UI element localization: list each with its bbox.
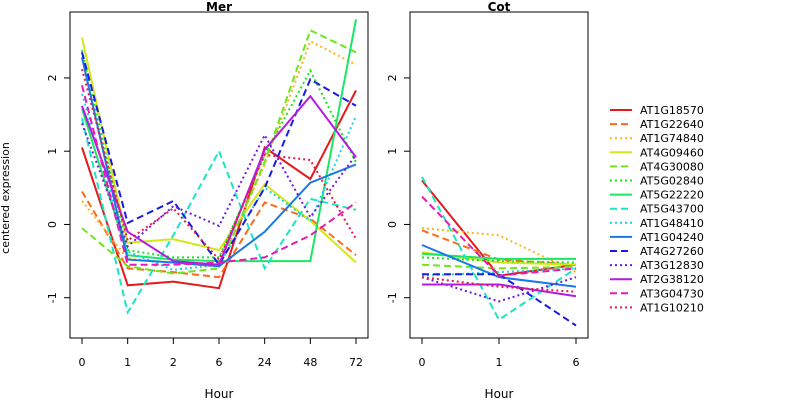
legend-item: AT1G18570 (610, 104, 704, 117)
legend-item: AT5G02840 (610, 175, 704, 188)
legend-label: AT5G43700 (640, 203, 704, 216)
series-line-at5g43700 (421, 176, 577, 322)
legend-item: AT4G27260 (610, 245, 704, 258)
x-tick-label: 2 (170, 356, 177, 369)
x-tick-label: 48 (303, 356, 317, 369)
legend-label: AT5G22220 (640, 189, 704, 202)
series-line-at4g27260 (422, 273, 577, 327)
panel-title: Mer (206, 0, 232, 14)
legend-label: AT1G48410 (640, 217, 704, 230)
series-line-at5g43700 (81, 117, 357, 316)
x-tick-label: 24 (258, 356, 272, 369)
x-tick-label: 1 (124, 356, 131, 369)
legend-item: AT1G74840 (610, 132, 704, 145)
y-tick-label: 0 (386, 221, 399, 228)
series-line-at1g04240 (81, 57, 357, 268)
series-line-at3g04730 (81, 85, 357, 266)
series-line-at4g30080 (421, 263, 577, 270)
panel-cot: Cot -1 0 1 2 0 1 6 Hour (386, 0, 589, 400)
series-line-at4g09460 (81, 37, 357, 264)
series-line-at5g02840 (81, 49, 357, 259)
legend-label: AT4G30080 (640, 160, 704, 173)
y-tick-label: -1 (46, 292, 59, 303)
series-lines (421, 176, 577, 327)
y-axis-title: centered expression (0, 142, 12, 254)
legend-label: AT5G02840 (640, 175, 704, 188)
legend-label: AT1G18570 (640, 104, 704, 117)
x-tick-label: 0 (79, 356, 86, 369)
panels: Mer -1 0 1 2 0 1 2 6 24 48 72 Hour Cot -1 0 1 2 0 1 6 Hour (46, 0, 589, 400)
legend-item: AT2G38120 (610, 273, 704, 286)
legend-label: AT4G27260 (640, 245, 704, 258)
x-tick-label: 6 (216, 356, 223, 369)
y-tick-label: 2 (46, 74, 59, 81)
series-line-at1g74840 (421, 227, 577, 274)
y-tick-label: 0 (46, 221, 59, 228)
y-tick-label: 1 (46, 148, 59, 155)
series-lines (81, 19, 357, 316)
series-line-at3g12830 (81, 123, 357, 249)
series-line-at3g04730 (421, 195, 577, 277)
legend-item: AT3G12830 (610, 259, 704, 272)
panel-mer: Mer -1 0 1 2 0 1 2 6 24 48 72 Hour (46, 0, 369, 400)
legend-label: AT2G38120 (640, 273, 704, 286)
x-tick-label: 1 (496, 356, 503, 369)
legend-item: AT4G30080 (610, 160, 704, 173)
legend-item: AT1G10210 (610, 301, 704, 314)
plot-frame (409, 11, 589, 339)
legend-label: AT1G04240 (640, 231, 704, 244)
legend-label: AT1G10210 (640, 301, 704, 314)
series-line-at1g10210 (421, 276, 577, 293)
legend: AT1G18570AT1G22640AT1G74840AT4G09460AT4G… (610, 104, 704, 314)
legend-label: AT3G12830 (640, 259, 704, 272)
legend-label: AT1G22640 (640, 118, 704, 131)
panel-title: Cot (488, 0, 511, 14)
x-axis-title: Hour (485, 387, 514, 400)
series-line-at4g27260 (81, 52, 357, 267)
legend-item: AT1G04240 (610, 231, 704, 244)
x-tick-label: 0 (419, 356, 426, 369)
y-tick-label: 2 (386, 74, 399, 81)
legend-item: AT4G09460 (610, 146, 704, 159)
legend-item: AT3G04730 (610, 287, 704, 300)
series-line-at5g02840 (421, 256, 577, 264)
legend-item: AT1G22640 (610, 118, 704, 131)
legend-item: AT5G22220 (610, 189, 704, 202)
legend-label: AT1G74840 (640, 132, 704, 145)
series-line-at2g38120 (422, 283, 577, 298)
legend-item: AT5G43700 (610, 203, 704, 216)
x-axis-title: Hour (205, 387, 234, 400)
legend-item: AT1G48410 (610, 217, 704, 230)
y-tick-label: -1 (386, 292, 399, 303)
series-line-at1g04240 (421, 244, 577, 288)
series-line-at1g22640 (81, 190, 357, 279)
series-line-at1g18570 (81, 89, 357, 290)
legend-label: AT4G09460 (640, 146, 704, 159)
x-tick-label: 72 (349, 356, 363, 369)
series-line-at2g38120 (81, 94, 357, 266)
legend-label: AT3G04730 (640, 287, 704, 300)
y-tick-label: 1 (386, 148, 399, 155)
series-line-at4g30080 (81, 28, 357, 275)
x-tick-label: 6 (573, 356, 580, 369)
